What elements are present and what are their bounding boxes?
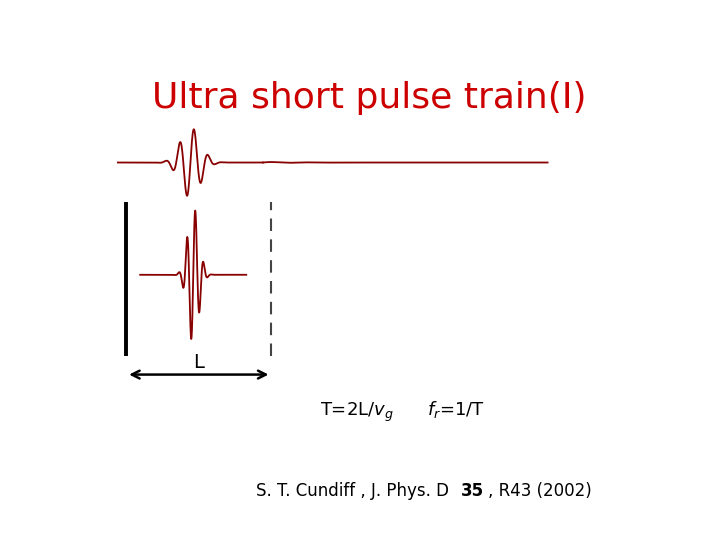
Text: , R43 (2002): , R43 (2002) — [488, 482, 592, 501]
Text: 35: 35 — [461, 482, 484, 501]
Text: S. T. Cundiff , J. Phys. D: S. T. Cundiff , J. Phys. D — [256, 482, 454, 501]
Text: T=2L/$v_g$      $f_r$=1/T: T=2L/$v_g$ $f_r$=1/T — [320, 400, 485, 424]
Text: L: L — [194, 353, 204, 372]
Text: Ultra short pulse train(I): Ultra short pulse train(I) — [152, 82, 586, 116]
